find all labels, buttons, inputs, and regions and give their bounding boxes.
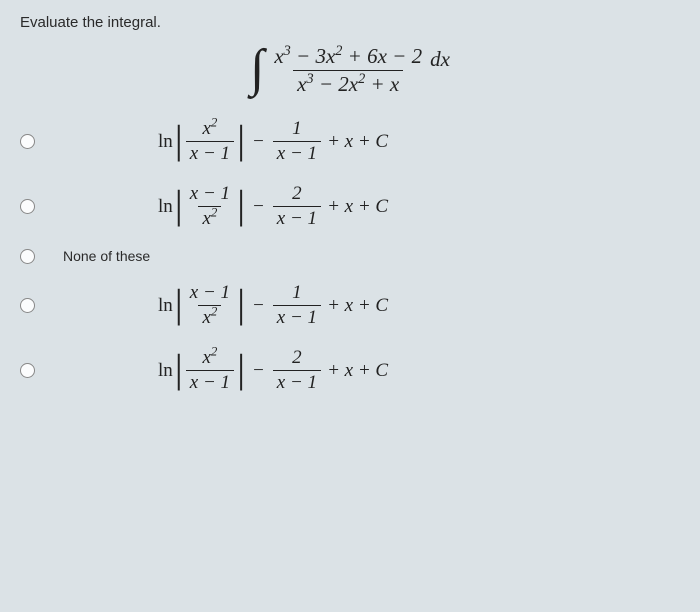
- radio-d[interactable]: [20, 298, 35, 313]
- option-none[interactable]: None of these: [20, 248, 680, 264]
- integral-denominator: x3 − 2x2 + x: [293, 70, 403, 97]
- option-a[interactable]: ln | x2 x − 1 | − 1 x − 1 + x + C: [20, 118, 680, 165]
- option-a-math: ln | x2 x − 1 | − 1 x − 1 + x + C: [158, 118, 388, 165]
- radio-a[interactable]: [20, 134, 35, 149]
- question-prompt: Evaluate the integral.: [20, 14, 680, 31]
- option-e[interactable]: ln | x2 x − 1 | − 2 x − 1 + x + C: [20, 347, 680, 394]
- integral-display: ∫ x3 − 3x2 + 6x − 2 x3 − 2x2 + x dx: [20, 41, 680, 100]
- radio-b[interactable]: [20, 199, 35, 214]
- none-label: None of these: [63, 248, 150, 264]
- integral-numerator: x3 − 3x2 + 6x − 2: [270, 44, 426, 70]
- option-b[interactable]: ln | x − 1 x2 | − 2 x − 1 + x + C: [20, 183, 680, 230]
- option-e-math: ln | x2 x − 1 | − 2 x − 1 + x + C: [158, 347, 388, 394]
- radio-e[interactable]: [20, 363, 35, 378]
- option-b-math: ln | x − 1 x2 | − 2 x − 1 + x + C: [158, 183, 388, 230]
- option-d-math: ln | x − 1 x2 | − 1 x − 1 + x + C: [158, 282, 388, 329]
- integral-dx: dx: [430, 47, 450, 72]
- option-d[interactable]: ln | x − 1 x2 | − 1 x − 1 + x + C: [20, 282, 680, 329]
- radio-none[interactable]: [20, 249, 35, 264]
- integral-sign: ∫: [250, 39, 264, 98]
